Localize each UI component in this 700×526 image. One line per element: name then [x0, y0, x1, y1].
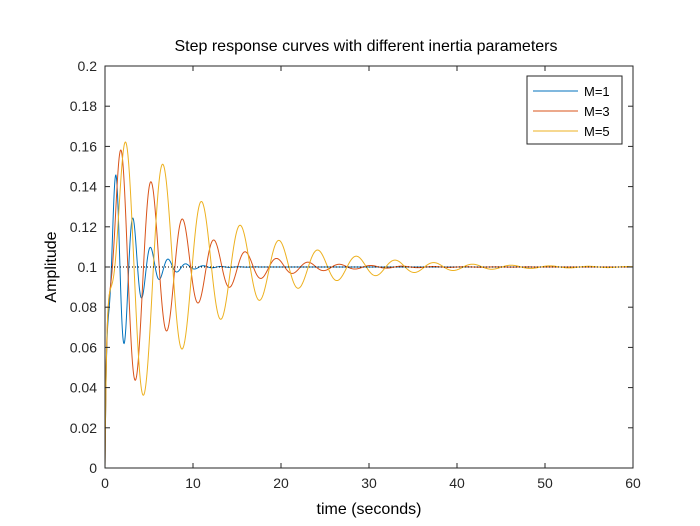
y-tick-label: 0 [89, 460, 97, 476]
y-tick-label: 0.04 [70, 380, 97, 396]
y-tick-label: 0.06 [70, 339, 97, 355]
x-tick-label: 20 [273, 475, 289, 491]
x-tick-label: 40 [449, 475, 465, 491]
y-axis-label: Amplitude [43, 231, 60, 302]
y-tick-label: 0.14 [70, 179, 97, 195]
y-tick-label: 0.18 [70, 98, 97, 114]
y-tick-label: 0.2 [78, 58, 98, 74]
y-tick-label: 0.1 [78, 259, 98, 275]
y-tick-label: 0.02 [70, 420, 97, 436]
x-tick-label: 50 [537, 475, 553, 491]
legend-label: M=3 [584, 104, 610, 119]
y-axis: 0 0.02 0.04 0.06 0.08 0.1 0.12 0.14 0.16 0.18 0.2 [70, 58, 633, 476]
series-line-2 [104, 149, 633, 469]
y-tick-label: 0.08 [70, 299, 97, 315]
y-tick-label: 0.16 [70, 138, 97, 154]
x-tick-label: 0 [101, 475, 109, 491]
x-tick-label: 60 [625, 475, 641, 491]
x-axis: 0 10 20 30 40 50 60 [101, 66, 641, 491]
legend: M=1 M=3 M=5 [526, 75, 623, 145]
legend-box [526, 75, 623, 145]
chart-title: Step response curves with different iner… [174, 38, 557, 55]
x-tick-label: 10 [185, 475, 201, 491]
x-tick-label: 30 [361, 475, 377, 491]
y-tick-label: 0.12 [70, 219, 97, 235]
x-axis-label: time (seconds) [317, 501, 422, 518]
legend-label: M=5 [584, 124, 610, 139]
legend-label: M=1 [584, 84, 610, 99]
series-line-3 [104, 141, 634, 469]
